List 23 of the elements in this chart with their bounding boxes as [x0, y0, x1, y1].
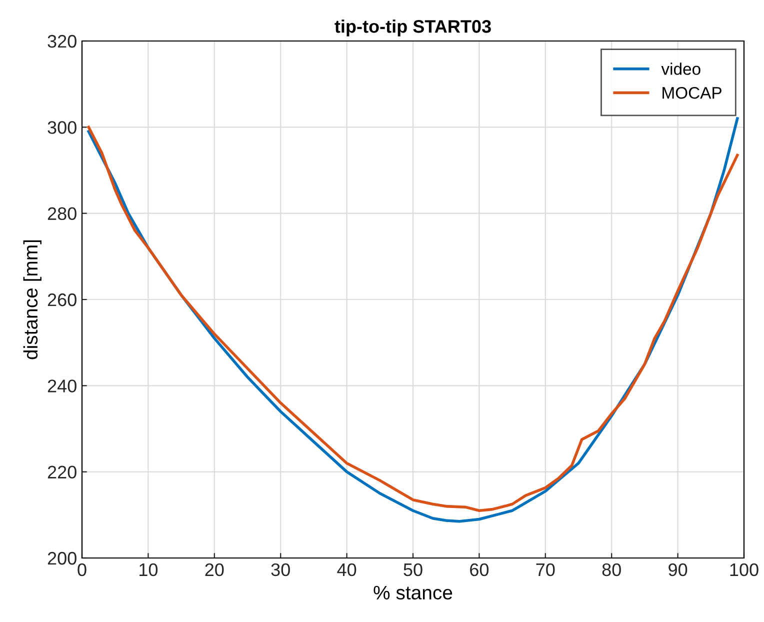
x-tick-label: 50 [404, 563, 422, 576]
y-axis-title: distance [mm] [23, 240, 42, 360]
y-tick-label: 200 [48, 552, 76, 565]
y-tick-label: 280 [48, 207, 76, 220]
x-tick-label: 100 [730, 563, 758, 576]
x-tick-label: 70 [536, 563, 555, 576]
y-tick-label: 220 [48, 466, 76, 479]
x-axis-title: % stance [374, 586, 452, 600]
y-tick-label: 300 [48, 121, 76, 134]
x-tick-label: 60 [470, 563, 489, 576]
x-tick-label: 0 [78, 563, 86, 576]
x-tick-label: 40 [337, 563, 356, 576]
y-tick-label: 240 [48, 380, 76, 392]
x-tick-label: 80 [602, 563, 621, 576]
legend-label: video [661, 62, 700, 75]
x-tick-label: 30 [271, 563, 290, 576]
y-tick-label: 320 [48, 34, 76, 48]
x-tick-label: 10 [140, 563, 158, 576]
legend-label: MOCAP [662, 86, 722, 99]
x-tick-label: 90 [668, 563, 688, 576]
y-tick-label: 260 [48, 293, 76, 306]
chart-title: tip-to-tip START03 [334, 20, 491, 36]
x-tick-label: 20 [205, 563, 224, 576]
